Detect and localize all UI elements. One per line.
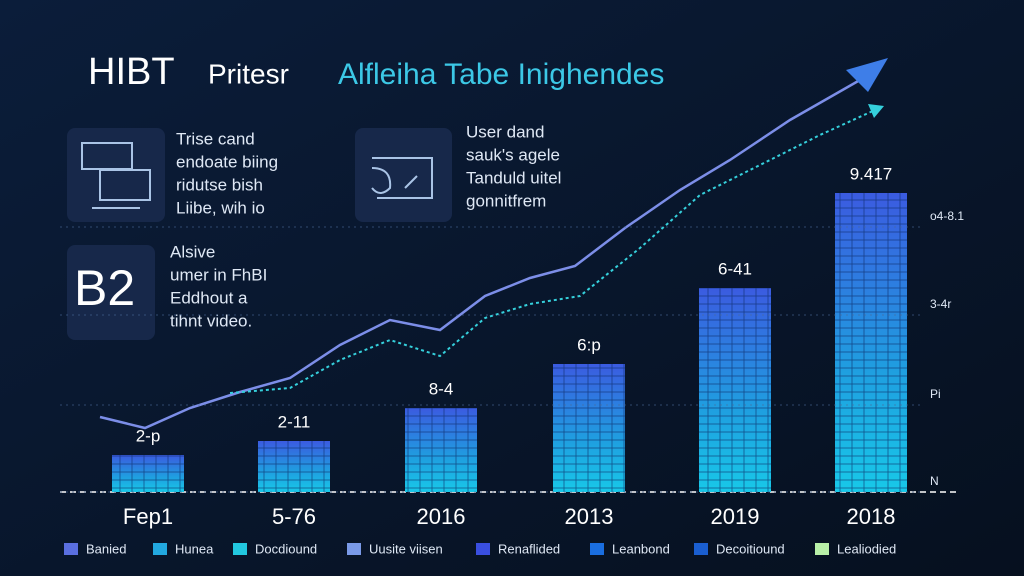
legend-swatch <box>153 543 167 555</box>
x-label: 2019 <box>711 504 760 529</box>
legend-label: Docdiound <box>255 541 317 556</box>
x-label: 2018 <box>847 504 896 529</box>
card-text: Trise cand <box>176 129 255 148</box>
bar-texture <box>553 364 625 492</box>
bar-texture <box>699 288 771 492</box>
legend-label: Decoitiound <box>716 541 785 556</box>
legend-swatch <box>815 543 829 555</box>
bar-label: 2-11 <box>278 412 311 431</box>
card-text: Liibe, wih io <box>176 198 265 217</box>
card-icon-text: B2 <box>74 260 135 316</box>
x-label: 5-76 <box>272 504 316 529</box>
bar-label: 2-p <box>136 426 161 445</box>
bar-texture <box>405 408 477 492</box>
card-icon <box>67 245 155 340</box>
card-text: endoate biing <box>176 152 278 171</box>
card-icon <box>67 128 165 222</box>
card-text: gonnitfrem <box>466 191 546 210</box>
card-text: User dand <box>466 122 544 141</box>
legend-label: Renaflided <box>498 541 560 556</box>
icon <box>81 142 151 209</box>
right-label: N <box>930 474 939 488</box>
title-mid: Pritesr <box>208 58 289 89</box>
card-text: Eddhout a <box>170 288 248 307</box>
legend-label: Banied <box>86 541 126 556</box>
right-label: 3-4r <box>930 297 951 311</box>
title-accent: Alfleiha Tabe Inighendes <box>338 58 664 91</box>
legend-label: Leanbond <box>612 541 670 556</box>
title-lead: HIBT <box>88 51 175 93</box>
legend-swatch <box>233 543 247 555</box>
x-label: Fep1 <box>123 504 173 529</box>
legend-swatch <box>347 543 361 555</box>
bar-texture <box>258 441 330 492</box>
card-icon <box>355 128 452 222</box>
card-text: tihnt video. <box>170 311 252 330</box>
x-label: 2013 <box>565 504 614 529</box>
card-text: Alsive <box>170 242 215 261</box>
x-label: 2016 <box>417 504 466 529</box>
bar-texture <box>112 455 184 492</box>
legend-label: Lealiodied <box>837 541 896 556</box>
card-text: sauk's agele <box>466 145 560 164</box>
legend-swatch <box>694 543 708 555</box>
icon <box>371 157 433 199</box>
card-text: umer in FhBI <box>170 265 267 284</box>
arrow-head <box>846 58 888 92</box>
bar-texture <box>835 193 907 492</box>
trend-line <box>99 78 861 430</box>
legend-label: Hunea <box>175 541 214 556</box>
bar-label: 9.417 <box>850 164 893 183</box>
title: HIBT Pritesr Alfleiha Tabe Inighendes <box>88 51 664 93</box>
bar-label: 6-41 <box>718 259 752 278</box>
card-text: Tanduld uitel <box>466 168 561 187</box>
card-text: ridutse bish <box>176 175 263 194</box>
arrow-head <box>868 104 884 118</box>
legend-swatch <box>476 543 490 555</box>
bar-label: 8-4 <box>429 379 454 398</box>
right-label: o4-8.1 <box>930 209 964 223</box>
right-label: Pi <box>930 387 941 401</box>
legend-label: Uusite viisen <box>369 541 443 556</box>
legend-swatch <box>590 543 604 555</box>
bar-label: 6:p <box>577 335 601 354</box>
legend-swatch <box>64 543 78 555</box>
